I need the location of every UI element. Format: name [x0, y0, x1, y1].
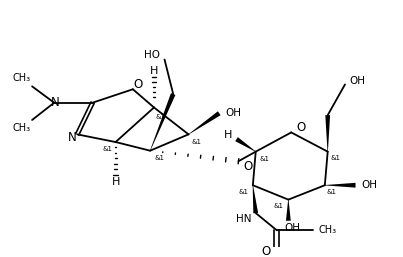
- Text: O: O: [243, 160, 253, 172]
- Polygon shape: [235, 137, 256, 152]
- Text: H: H: [224, 130, 233, 140]
- Text: &1: &1: [326, 189, 337, 195]
- Text: &1: &1: [274, 203, 284, 209]
- Text: HO: HO: [144, 50, 160, 60]
- Text: OH: OH: [284, 223, 300, 233]
- Text: N: N: [68, 131, 77, 144]
- Text: &1: &1: [156, 114, 166, 120]
- Polygon shape: [150, 93, 175, 151]
- Polygon shape: [253, 185, 258, 213]
- Text: OH: OH: [361, 180, 377, 190]
- Text: O: O: [133, 78, 142, 91]
- Text: O: O: [296, 121, 305, 134]
- Text: &1: &1: [155, 155, 165, 161]
- Text: CH₃: CH₃: [12, 123, 30, 133]
- Text: OH: OH: [225, 108, 241, 118]
- Polygon shape: [325, 115, 330, 152]
- Text: CH₃: CH₃: [12, 74, 30, 84]
- Text: &1: &1: [238, 189, 248, 195]
- Text: &1: &1: [191, 139, 201, 145]
- Text: OH: OH: [350, 76, 366, 86]
- Polygon shape: [325, 183, 355, 188]
- Text: N: N: [51, 96, 60, 109]
- Text: H: H: [111, 177, 120, 187]
- Polygon shape: [189, 111, 220, 134]
- Polygon shape: [286, 200, 291, 221]
- Text: &1: &1: [103, 146, 113, 152]
- Text: CH₃: CH₃: [318, 225, 336, 235]
- Text: HN: HN: [237, 214, 252, 224]
- Text: &1: &1: [330, 155, 341, 161]
- Text: H: H: [150, 66, 158, 76]
- Text: &1: &1: [260, 156, 269, 162]
- Text: O: O: [262, 245, 271, 257]
